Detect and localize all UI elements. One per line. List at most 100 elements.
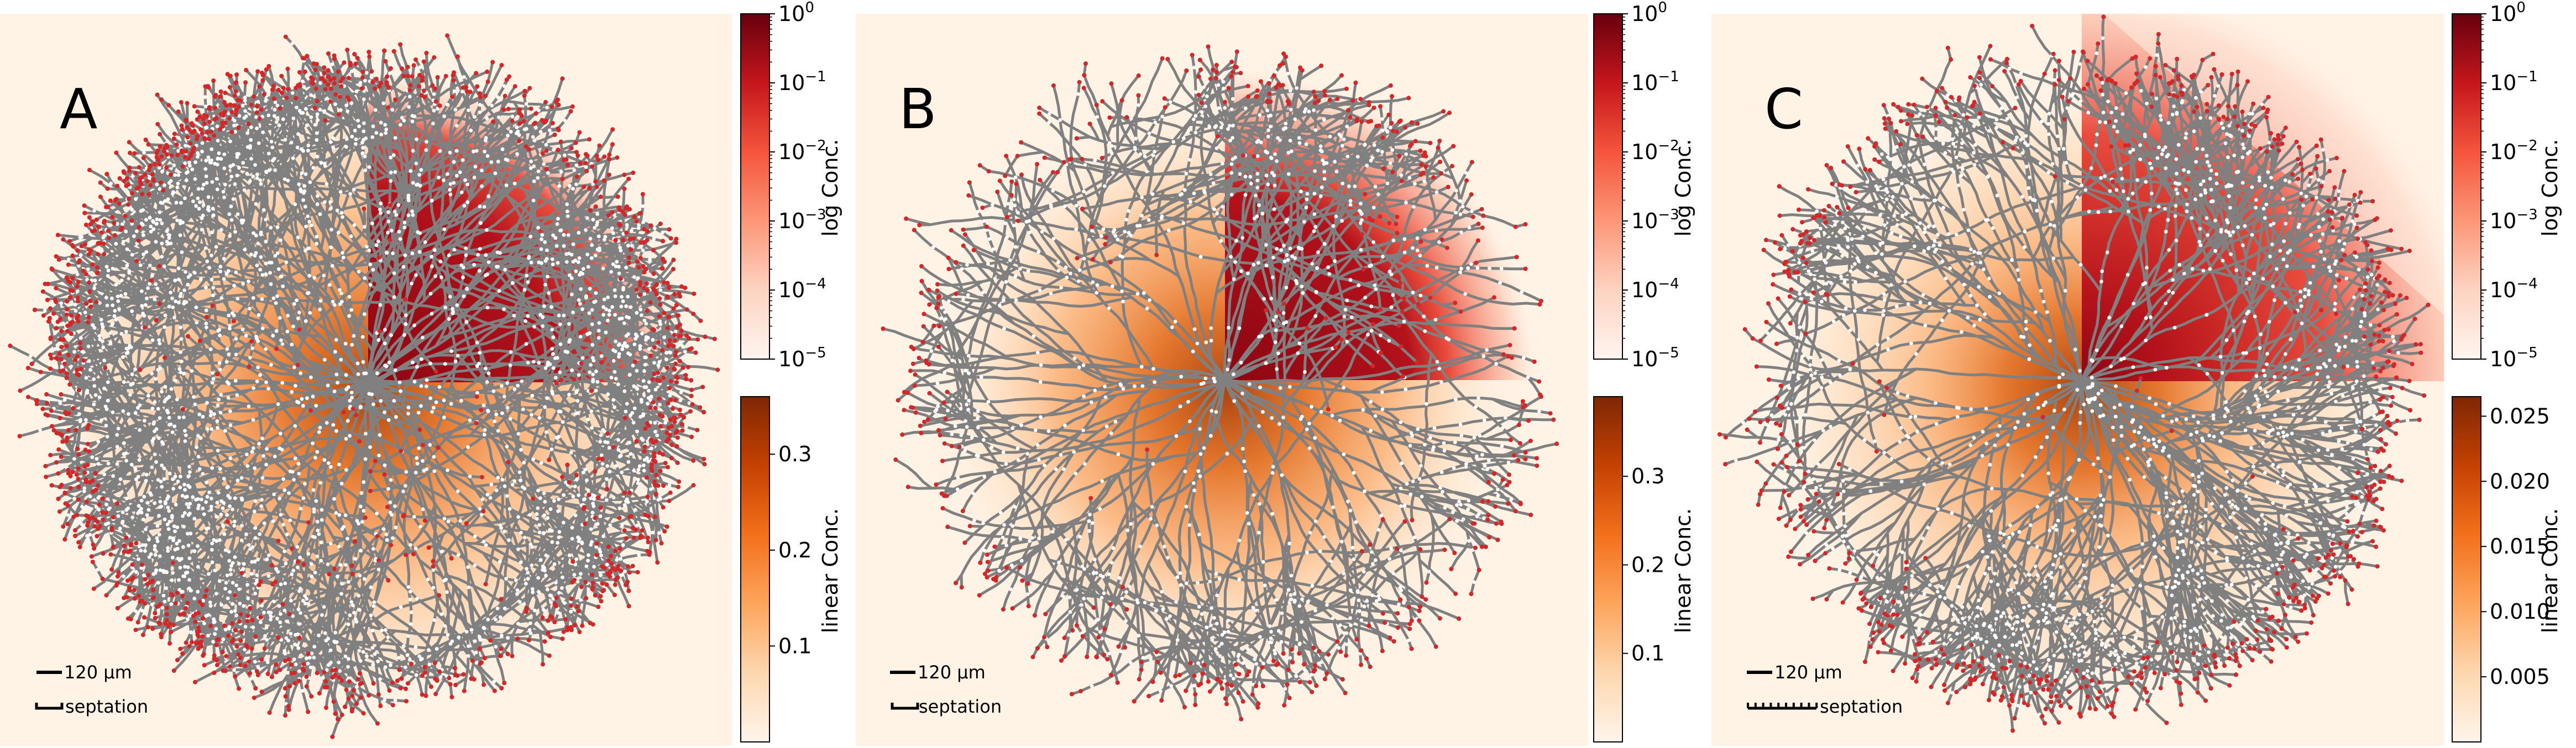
septum-dot (600, 354, 604, 358)
septum-dot (304, 225, 308, 229)
septum-dot (1318, 549, 1322, 553)
tip-dot (636, 570, 640, 575)
septum-dot (980, 375, 983, 379)
tip-dot (59, 345, 64, 349)
tip-dot (360, 75, 365, 80)
tip-dot (138, 368, 142, 372)
septum-dot (187, 505, 191, 509)
septum-dot (373, 652, 377, 656)
tip-dot (76, 452, 81, 456)
septum-dot (1207, 125, 1211, 129)
septum-dot (1054, 467, 1058, 471)
septum-dot (1153, 120, 1157, 124)
septum-dot (192, 597, 196, 600)
tip-dot (679, 329, 684, 333)
septum-dot (1466, 266, 1470, 270)
septum-dot (222, 257, 226, 261)
septum-dot (415, 673, 418, 677)
septum-dot (542, 608, 546, 612)
tip-dot (645, 288, 650, 293)
tip-dot (392, 49, 396, 54)
septum-dot (965, 425, 969, 429)
septum-dot (653, 226, 657, 230)
septum-dot (301, 149, 305, 153)
septum-dot (301, 404, 305, 408)
tip-dot (342, 60, 346, 65)
septum-dot (585, 565, 589, 568)
septum-dot (153, 298, 156, 302)
septum-dot (1403, 250, 1407, 254)
septum-dot (415, 597, 419, 600)
septum-dot (550, 540, 554, 544)
tip-dot (668, 343, 672, 347)
septum-dot (210, 278, 214, 282)
septum-dot (546, 171, 550, 175)
septum-dot (627, 441, 631, 445)
septum-dot (413, 380, 417, 383)
septum-dot (943, 310, 947, 314)
septum-dot (649, 487, 653, 491)
septum-dot (943, 371, 946, 375)
septum-dot (1349, 509, 1353, 513)
septum-dot (1334, 214, 1338, 218)
septum-dot (358, 608, 362, 612)
septum-dot (104, 424, 108, 428)
septum-dot (234, 337, 238, 341)
septum-dot (1145, 170, 1149, 173)
septum-dot (497, 115, 501, 119)
septum-dot (218, 538, 222, 542)
tip-dot (71, 276, 75, 281)
septum-dot (160, 241, 164, 245)
tip-dot (628, 237, 632, 241)
tip-dot (53, 298, 57, 302)
tip-dot (683, 286, 687, 290)
septum-dot (323, 458, 327, 462)
tip-dot (553, 133, 557, 137)
tip-dot (184, 606, 188, 610)
septum-dot (1434, 190, 1438, 194)
tip-dot (215, 372, 219, 376)
septum-dot (1193, 328, 1197, 331)
tip-dot (88, 299, 92, 303)
tip-dot (668, 338, 672, 343)
septum-dot (393, 504, 397, 508)
septum-dot (1295, 281, 1299, 285)
septum-dot (569, 610, 573, 614)
tip-dot (48, 352, 53, 357)
septum-dot (352, 611, 356, 615)
tip-dot (276, 539, 280, 543)
septum-dot (1315, 266, 1319, 270)
tip-dot (91, 542, 96, 547)
septum-dot (533, 139, 537, 143)
septum-dot (170, 387, 174, 391)
septum-dot (1049, 292, 1053, 296)
tip-dot (116, 570, 121, 575)
septum-dot (502, 307, 506, 311)
septum-dot (362, 509, 365, 513)
tip-dot (306, 710, 310, 714)
tip-dot (190, 121, 194, 125)
tip-dot (141, 633, 145, 637)
septum-dot (428, 362, 432, 366)
septum-dot (577, 373, 581, 377)
septum-dot (280, 447, 284, 451)
tip-dot (176, 109, 181, 114)
septum-dot (154, 460, 158, 464)
septum-dot (231, 581, 235, 585)
septum-dot (410, 282, 413, 286)
tip-dot (674, 375, 678, 379)
septum-dot (85, 389, 89, 393)
tip-dot (95, 265, 100, 270)
septum-dot (1261, 662, 1265, 666)
septum-dot (331, 136, 335, 140)
septum-dot (1014, 298, 1018, 302)
septum-dot (609, 270, 613, 274)
septum-dot (205, 260, 209, 264)
tip-dot (641, 192, 645, 197)
tip-dot (478, 91, 482, 96)
tip-dot (462, 689, 467, 693)
tip-dot (244, 68, 248, 72)
septum-dot (446, 468, 449, 472)
septum-dot (519, 531, 523, 535)
